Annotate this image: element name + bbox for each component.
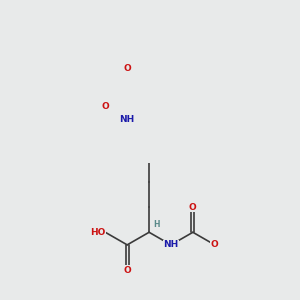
Text: NH: NH — [120, 115, 135, 124]
Text: O: O — [123, 64, 131, 73]
Text: O: O — [101, 102, 109, 111]
Text: H: H — [153, 220, 160, 229]
Text: NH: NH — [164, 240, 178, 249]
Text: HO: HO — [90, 228, 105, 237]
Text: O: O — [189, 202, 197, 211]
Text: O: O — [211, 240, 219, 249]
Text: O: O — [123, 266, 131, 274]
